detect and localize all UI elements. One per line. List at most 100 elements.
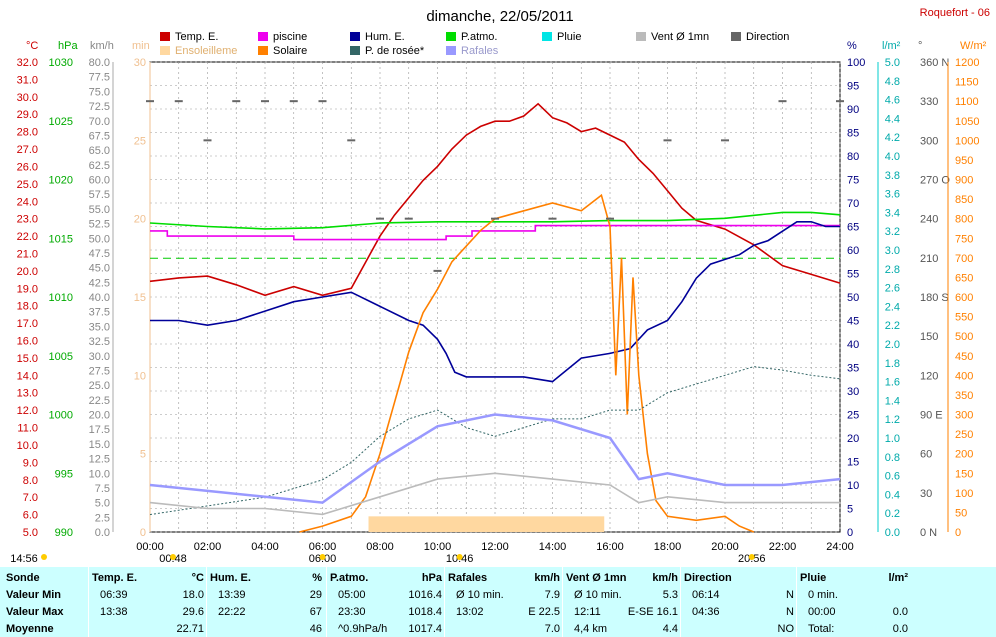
direction-point	[433, 269, 442, 272]
deg-axis-tick: 120	[920, 370, 938, 382]
wm2-axis-tick: 100	[955, 488, 973, 500]
legend-swatch	[258, 32, 268, 41]
legend-swatch	[350, 32, 360, 41]
time-tick: 00:00	[136, 541, 164, 553]
temp-axis-tick: 6.0	[23, 510, 38, 522]
lm2-axis-tick: 1.6	[885, 377, 900, 389]
series-ensoleilleme	[368, 516, 605, 532]
summary-row-label: Valeur Max	[6, 606, 64, 618]
temp-axis-tick: 19.0	[17, 283, 38, 295]
direction-point	[491, 217, 499, 220]
series-hum-e	[150, 221, 840, 383]
temp-axis-tick: 20.0	[17, 266, 38, 278]
kmh-axis-tick: 50.0	[89, 233, 110, 245]
temp-axis-tick: 24.0	[17, 196, 38, 208]
deg-axis-tick: 180 S	[920, 292, 949, 304]
summary-header: Direction	[684, 572, 732, 584]
summary-unit: °C	[191, 572, 204, 584]
temp-axis-tick: 8.0	[23, 475, 38, 487]
temp-axis-tick: 12.0	[17, 405, 38, 417]
direction-point	[289, 100, 298, 103]
legend-swatch	[446, 32, 456, 41]
time-tick: 02:00	[194, 541, 222, 553]
pct-axis-tick: 20	[847, 433, 859, 445]
column-separator	[680, 567, 681, 637]
summary-cell-value: 0.0	[892, 623, 908, 635]
temp-axis-tick: 31.0	[17, 74, 38, 86]
hpa-axis-tick: 1000	[49, 410, 73, 422]
temp-axis-tick: 10.0	[17, 440, 38, 452]
summary-cell-time: 00:00	[808, 606, 836, 618]
column-separator	[326, 567, 327, 637]
time-tick: 20:00	[711, 541, 739, 553]
wm2-axis-tick: 1000	[955, 135, 979, 147]
pct-axis-tick: 75	[847, 175, 859, 187]
summary-cell-value: E 22.5	[528, 606, 560, 618]
wm2-axis-tick: 700	[955, 253, 973, 265]
direction-point	[318, 100, 327, 103]
summary-header: Pluie	[800, 572, 827, 584]
wm2-axis-tick: 500	[955, 331, 973, 343]
axis-unit-label: min	[132, 40, 150, 52]
hpa-axis-tick: 1005	[49, 351, 73, 363]
axis-unit-label: hPa	[58, 40, 78, 52]
lm2-axis-tick: 2.6	[885, 283, 900, 295]
column-separator	[562, 567, 563, 637]
legend-swatch	[636, 32, 646, 41]
summary-cell-value: 22.71	[176, 623, 204, 635]
pct-axis-tick: 0	[847, 527, 853, 539]
kmh-axis-tick: 42.5	[89, 277, 110, 289]
kmh-axis-tick: 52.5	[89, 219, 110, 231]
summary-cell-time: ^0.9hPa/h	[338, 623, 388, 635]
kmh-axis-tick: 32.5	[89, 336, 110, 348]
kmh-axis-tick: 75.0	[89, 86, 110, 98]
temp-axis-tick: 22.0	[17, 231, 38, 243]
kmh-axis-tick: 55.0	[89, 204, 110, 216]
kmh-axis-tick: 72.5	[89, 101, 110, 113]
plot-area	[146, 100, 844, 533]
kmh-axis-tick: 27.5	[89, 365, 110, 377]
lm2-axis-tick: 4.0	[885, 151, 900, 163]
lm2-axis-tick: 4.8	[885, 76, 900, 88]
temp-axis-tick: 27.0	[17, 144, 38, 156]
axis-unit-label: km/h	[90, 40, 114, 52]
wm2-axis-tick: 250	[955, 429, 973, 441]
wm2-axis-tick: 450	[955, 351, 973, 363]
legend-swatch	[542, 32, 552, 41]
axis-unit-label: °C	[26, 40, 38, 52]
summary-cell-time: 4,4 km	[574, 623, 608, 635]
wm2-axis-tick: 1150	[955, 77, 979, 89]
time-tick: 04:00	[251, 541, 279, 553]
kmh-axis-tick: 12.5	[89, 454, 110, 466]
wm2-axis-tick: 650	[955, 272, 973, 284]
deg-axis-tick: 90 E	[920, 410, 943, 422]
wm2-axis-tick: 1100	[955, 96, 979, 108]
summary-table: Sonde Valeur Min Valeur Max Moyenne Temp. E.…	[0, 567, 996, 637]
legend-swatch	[258, 46, 268, 55]
summary-cell-time: 13:02	[456, 606, 484, 618]
pct-axis-tick: 30	[847, 386, 859, 398]
direction-point	[376, 217, 384, 220]
summary-unit: km/h	[534, 572, 560, 584]
kmh-axis-tick: 40.0	[89, 292, 110, 304]
temp-axis-tick: 14.0	[17, 370, 38, 382]
summary-header: Sonde	[6, 572, 40, 584]
legend-swatch	[350, 46, 360, 55]
hpa-axis-tick: 1025	[49, 116, 73, 128]
direction-point	[146, 100, 154, 103]
time-tick: 24:00	[826, 541, 854, 553]
lm2-axis-tick: 1.4	[885, 395, 900, 407]
legend-label: Pluie	[557, 31, 581, 43]
time-tick: 08:00	[366, 541, 394, 553]
legend-label: Rafales	[461, 45, 499, 57]
pct-axis-tick: 10	[847, 480, 859, 492]
temp-axis-tick: 11.0	[17, 423, 38, 435]
wm2-axis-tick: 950	[955, 155, 973, 167]
temp-axis-tick: 16.0	[17, 336, 38, 348]
weather-chart: dimanche, 22/05/2011 Roquefort - 06 Temp…	[10, 7, 990, 565]
lm2-axis-tick: 0.6	[885, 471, 900, 483]
summary-header: Rafales	[448, 572, 488, 584]
kmh-axis-tick: 37.5	[89, 307, 110, 319]
lm2-axis-tick: 3.6	[885, 189, 900, 201]
